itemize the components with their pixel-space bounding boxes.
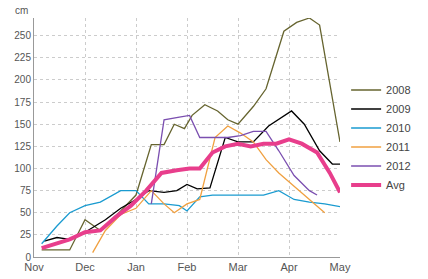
svg-text:100: 100 — [14, 163, 31, 174]
svg-text:175: 175 — [14, 97, 31, 108]
svg-text:150: 150 — [14, 119, 31, 130]
svg-text:2008: 2008 — [386, 84, 410, 96]
svg-text:Feb: Feb — [178, 261, 197, 273]
svg-text:200: 200 — [14, 74, 31, 85]
svg-text:2012: 2012 — [386, 160, 410, 172]
svg-text:2010: 2010 — [386, 122, 410, 134]
svg-text:250: 250 — [14, 30, 31, 41]
svg-text:Jan: Jan — [127, 261, 145, 273]
svg-text:0: 0 — [25, 252, 31, 263]
svg-text:cm: cm — [15, 5, 28, 16]
svg-text:2011: 2011 — [386, 141, 410, 153]
svg-text:2009: 2009 — [386, 103, 410, 115]
svg-text:Avg: Avg — [386, 179, 405, 191]
svg-text:May: May — [330, 261, 351, 273]
svg-text:50: 50 — [20, 207, 32, 218]
svg-text:225: 225 — [14, 52, 31, 63]
svg-text:Mar: Mar — [229, 261, 248, 273]
svg-text:Nov: Nov — [24, 261, 44, 273]
svg-text:25: 25 — [20, 229, 32, 240]
svg-text:Apr: Apr — [280, 261, 297, 273]
svg-text:Dec: Dec — [75, 261, 95, 273]
svg-text:125: 125 — [14, 141, 31, 152]
svg-text:75: 75 — [20, 185, 32, 196]
